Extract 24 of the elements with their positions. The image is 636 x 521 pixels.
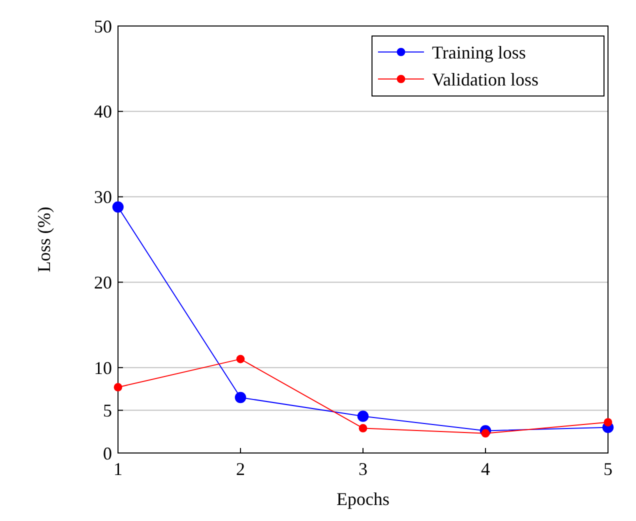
y-axis-title: Loss (%)	[34, 206, 54, 272]
legend-label: Validation loss	[432, 69, 538, 90]
point	[604, 418, 612, 426]
point	[358, 424, 368, 432]
x-tick-label: 5	[604, 459, 612, 479]
point	[357, 410, 369, 422]
point	[481, 429, 490, 438]
y-tick-label: 0	[103, 443, 112, 464]
y-tick-label: 40	[94, 102, 112, 122]
y-tick-label: 50	[94, 16, 112, 36]
x-tick-label: 4	[481, 459, 490, 479]
y-tick-label: 5	[103, 400, 112, 421]
x-tick-label: 3	[358, 459, 368, 479]
x-tick-label: 2	[236, 459, 245, 479]
point	[234, 392, 246, 404]
point	[114, 383, 122, 392]
point	[236, 354, 245, 364]
legend-label: Training loss	[432, 42, 526, 62]
x-axis-title: Epochs	[336, 489, 390, 509]
y-tick-label: 30	[94, 187, 112, 208]
y-tick-label: 10	[94, 358, 112, 378]
y-tick-label: 20	[94, 272, 112, 292]
x-tick-label: 1	[114, 459, 122, 479]
point	[112, 201, 124, 213]
